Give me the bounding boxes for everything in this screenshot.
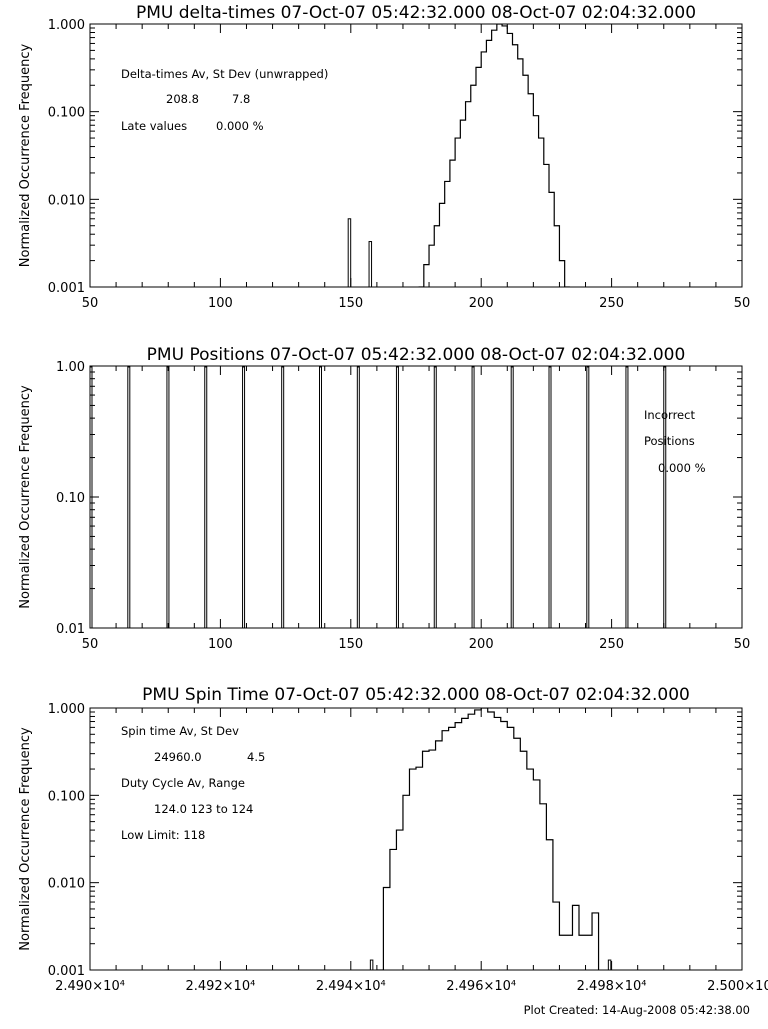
histogram-steps (376, 708, 600, 970)
position-spike (586, 366, 590, 628)
y-tick-label: 0.10 (56, 491, 85, 506)
y-tick-label: 1.00 (56, 360, 85, 375)
stats-annotation: Late values (121, 119, 187, 133)
x-tick-label: 2.494×10⁴ (316, 979, 386, 994)
x-tick-label: 2.500×10⁴ (707, 979, 768, 994)
y-tick-label: 0.100 (48, 106, 85, 121)
plot-frame (89, 23, 743, 288)
x-tick-label: 2.496×10⁴ (446, 979, 516, 994)
chart-panel-2: PMU Positions 07-Oct-07 05:42:32.000 08-… (18, 345, 750, 652)
x-tick-label: 100 (208, 637, 233, 652)
position-spike (319, 366, 323, 628)
stats-annotation: 0.000 % (658, 461, 706, 475)
x-tick-label: 150 (338, 637, 363, 652)
stats-annotation: Incorrect (644, 408, 695, 422)
y-tick-label: 0.001 (48, 964, 85, 979)
stats-annotation: Duty Cycle Av, Range (121, 776, 245, 790)
y-axis-label: Normalized Occurrence Frequency (18, 385, 33, 609)
y-tick-label: 0.100 (48, 789, 85, 804)
plot-created-footer: Plot Created: 14-Aug-2008 05:42:38.00 (524, 1003, 750, 1017)
x-tick-label: 50 (82, 637, 99, 652)
histogram-spike (368, 241, 373, 287)
histogram-spike (607, 959, 612, 970)
position-spike (395, 366, 399, 628)
x-tick-label: 100 (208, 296, 233, 311)
y-tick-label: 0.01 (56, 622, 85, 637)
stats-annotation: 7.8 (232, 92, 250, 106)
plot-frame (89, 365, 743, 629)
x-tick-label: 250 (599, 637, 624, 652)
position-spike (281, 366, 285, 628)
y-tick-label: 1.000 (48, 18, 85, 33)
histogram-spike (369, 959, 374, 970)
chart-title: PMU Positions 07-Oct-07 05:42:32.000 08-… (147, 345, 686, 365)
x-tick-label: 250 (599, 296, 624, 311)
chart-panel-3: PMU Spin Time 07-Oct-07 05:42:32.000 08-… (18, 685, 768, 994)
y-tick-label: 1.000 (48, 702, 85, 717)
stats-annotation: 124.0 123 to 124 (154, 802, 253, 816)
histogram-spike (347, 218, 352, 287)
chart-title: PMU delta-times 07-Oct-07 05:42:32.000 0… (136, 3, 696, 23)
x-tick-label: 50 (82, 296, 99, 311)
stats-annotation: 0.000 % (216, 119, 264, 133)
position-spike (433, 366, 437, 628)
position-spike (127, 366, 131, 628)
stats-annotation: Low Limit: 118 (121, 828, 205, 842)
stats-annotation: 4.5 (247, 750, 265, 764)
position-spike (90, 366, 93, 628)
x-tick-label: 50 (734, 637, 751, 652)
x-tick-label: 2.490×10⁴ (55, 979, 125, 994)
x-tick-label: 2.492×10⁴ (185, 979, 255, 994)
stats-annotation: Positions (644, 434, 695, 448)
data-layer (90, 366, 667, 628)
data-layer (347, 24, 570, 287)
stats-annotation: Delta-times Av, St Dev (unwrapped) (121, 67, 328, 81)
x-tick-label: 150 (338, 296, 363, 311)
data-layer (369, 708, 612, 970)
position-spike (471, 366, 475, 628)
plot-frame (89, 707, 743, 971)
position-spike (663, 366, 667, 628)
y-axis-label: Normalized Occurrence Frequency (18, 43, 33, 267)
position-spike (166, 366, 170, 628)
y-tick-label: 0.001 (48, 281, 85, 296)
position-spike (356, 366, 360, 628)
chart-panel-1: PMU delta-times 07-Oct-07 05:42:32.000 0… (18, 3, 750, 311)
chart-title: PMU Spin Time 07-Oct-07 05:42:32.000 08-… (142, 685, 690, 705)
position-spike (625, 366, 629, 628)
y-tick-label: 0.010 (48, 193, 85, 208)
stats-annotation: 24960.0 (154, 750, 202, 764)
x-tick-label: 2.498×10⁴ (577, 979, 647, 994)
position-spike (204, 366, 208, 628)
stats-annotation: 208.8 (166, 92, 199, 106)
position-spike (548, 366, 552, 628)
x-tick-label: 50 (734, 296, 751, 311)
y-tick-label: 0.010 (48, 877, 85, 892)
position-spike (510, 366, 514, 628)
histogram-steps (418, 24, 570, 287)
position-spike (242, 366, 246, 628)
y-axis-label: Normalized Occurrence Frequency (18, 727, 33, 951)
x-tick-label: 200 (469, 296, 494, 311)
stats-annotation: Spin time Av, St Dev (121, 724, 239, 738)
x-tick-label: 200 (469, 637, 494, 652)
